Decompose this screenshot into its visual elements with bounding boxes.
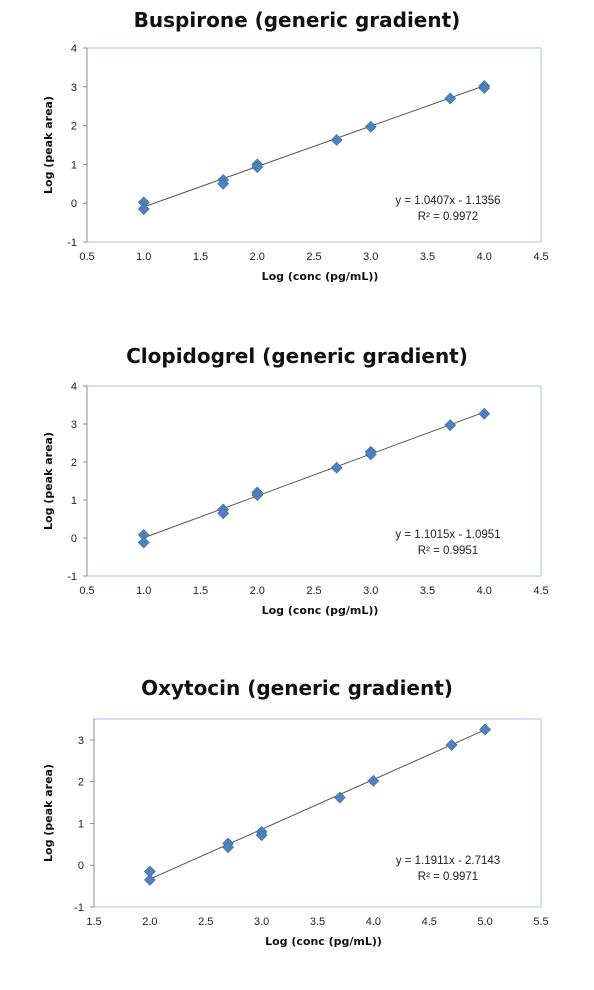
y-tick-label: 4 — [71, 43, 77, 55]
y-tick-label: 1 — [71, 159, 77, 171]
y-tick-label: 0 — [71, 533, 77, 545]
x-tick-label: 0.5 — [79, 585, 94, 597]
x-tick-label: 4.5 — [422, 916, 437, 928]
scatter-chart-clopidogrel: -1 0 1 2 3 4 0.5 1.0 1.5 2.0 2.5 3.0 3.5 4.0 4.5 Log (c… — [42, 381, 549, 617]
data-point — [367, 774, 380, 787]
x-tick-label: 3.0 — [363, 251, 378, 263]
x-tick-label: 3.0 — [254, 916, 269, 928]
chart-title: Oxytocin (generic gradient) — [141, 676, 453, 700]
x-tick-label: 3.5 — [420, 585, 435, 597]
x-tick-label: 1.5 — [193, 251, 208, 263]
y-axis-label: Log (peak area) — [42, 96, 55, 194]
x-axis-label: Log (conc (pg/mL)) — [262, 270, 379, 283]
x-tick-label: 1.5 — [193, 585, 208, 597]
x-tick-label: 0.5 — [79, 251, 94, 263]
data-point — [445, 738, 458, 751]
data-point — [217, 177, 230, 190]
data-point — [444, 92, 457, 105]
data-point — [479, 723, 492, 736]
x-tick-label: 4.5 — [533, 251, 548, 263]
trendline-equation: y = 1.1911x - 2.7143 — [396, 855, 500, 867]
data-point — [364, 448, 377, 461]
x-tick-label: 3.5 — [420, 251, 435, 263]
y-tick-label: 1 — [78, 818, 84, 830]
x-axis-label: Log (conc (pg/mL)) — [262, 604, 379, 617]
y-tick-label: 2 — [78, 777, 84, 789]
data-point — [330, 461, 343, 474]
x-tick-label: 2.5 — [306, 251, 321, 263]
x-tick-label: 1.0 — [136, 585, 151, 597]
r-squared-label: R² = 0.9972 — [418, 211, 478, 223]
trendline — [149, 729, 486, 880]
trendline-equation: y = 1.1015x - 1.0951 — [395, 529, 500, 541]
x-tick-label: 1.0 — [136, 251, 151, 263]
x-tick-label: 3.0 — [363, 585, 378, 597]
y-tick-label: 4 — [71, 381, 77, 393]
x-tick-label: 4.0 — [477, 251, 492, 263]
chart-title: Buspirone (generic gradient) — [133, 8, 461, 32]
data-point — [330, 134, 343, 146]
x-axis-label: Log (conc (pg/mL)) — [265, 935, 382, 948]
y-axis-label: Log (peak area) — [42, 432, 55, 530]
y-tick-label: 3 — [71, 82, 77, 94]
data-point — [364, 120, 377, 133]
data-point — [251, 161, 264, 174]
y-tick-label: -1 — [67, 571, 77, 583]
data-point — [137, 203, 150, 215]
x-tick-label: 1.5 — [86, 916, 101, 928]
plot-area — [93, 718, 542, 908]
x-tick-label: 2.0 — [142, 916, 157, 928]
y-tick-label: 3 — [71, 419, 77, 431]
y-tick-label: 1 — [71, 495, 77, 507]
y-tick-label: -1 — [67, 237, 77, 249]
trendline-equation: y = 1.0407x - 1.1356 — [395, 195, 500, 207]
y-tick-label: 2 — [71, 457, 77, 469]
trendline — [143, 411, 485, 539]
x-tick-label: 3.5 — [310, 916, 325, 928]
x-tick-label: 5.5 — [533, 916, 548, 928]
x-tick-label: 2.5 — [198, 916, 213, 928]
r-squared-label: R² = 0.9951 — [418, 545, 478, 557]
chart-title: Clopidogrel (generic gradient) — [126, 344, 468, 368]
x-tick-label: 2.0 — [250, 251, 265, 263]
data-point — [255, 829, 268, 842]
data-point — [251, 489, 264, 501]
scatter-chart-buspirone: -1 0 1 2 3 4 0.5 1.0 1.5 2.0 2.5 3.0 3.5 4.0 4.5 Log (c… — [42, 43, 549, 283]
data-point — [217, 507, 230, 520]
data-point — [222, 841, 235, 854]
x-tick-label: 4.0 — [477, 585, 492, 597]
y-tick-label: 3 — [78, 735, 84, 747]
y-tick-label: 2 — [71, 121, 77, 133]
x-tick-label: 2.5 — [306, 585, 321, 597]
y-tick-label: 0 — [71, 198, 77, 210]
scatter-chart-oxytocin: -1 0 1 2 3 1.5 2.0 2.5 3.0 3.5 4.0 4.5 5.0 5.5 Log (co… — [42, 718, 549, 948]
x-tick-label: 2.0 — [250, 585, 265, 597]
y-tick-label: 0 — [78, 860, 84, 872]
data-point — [137, 536, 150, 549]
plot-area — [86, 47, 542, 243]
data-point — [478, 82, 491, 94]
data-point — [333, 791, 346, 804]
y-tick-label: -1 — [74, 902, 84, 914]
x-tick-label: 4.0 — [366, 916, 381, 928]
r-squared-label: R² = 0.9971 — [418, 871, 478, 883]
data-point — [143, 873, 156, 886]
x-tick-label: 4.5 — [533, 585, 548, 597]
data-point — [444, 419, 457, 432]
y-axis-label: Log (peak area) — [42, 764, 55, 862]
trendline — [143, 85, 485, 208]
x-tick-label: 5.0 — [477, 916, 492, 928]
data-point — [478, 407, 491, 420]
